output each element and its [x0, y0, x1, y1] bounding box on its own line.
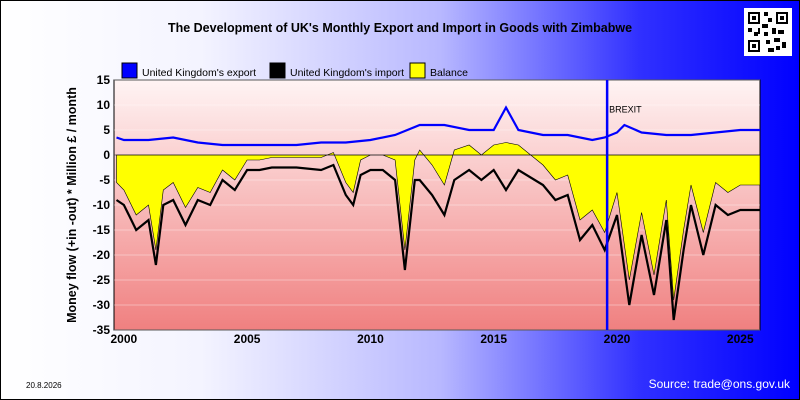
legend-swatch [269, 62, 286, 79]
y-tick-label: 0 [103, 148, 110, 162]
x-tick-label: 2020 [604, 332, 631, 346]
y-tick-label: -25 [93, 273, 111, 287]
y-tick-label: -5 [99, 173, 110, 187]
export-line [116, 105, 760, 147]
chart-title: The Development of UK's Monthly Export a… [167, 21, 633, 35]
y-axis-label: Money flow (+in -out) * Million £ / mont… [65, 87, 79, 323]
y-tick-label: -10 [93, 198, 111, 212]
balance-area [116, 142, 761, 301]
y-tick-label: -35 [93, 323, 111, 337]
date-stamp: 20.8.2026 [26, 381, 62, 390]
legend-swatch [121, 62, 138, 79]
x-tick-label: 2015 [480, 332, 507, 346]
legend-label: United Kingdom's export [142, 67, 256, 79]
x-tick-label: 2000 [111, 332, 138, 346]
y-tick-label: -15 [93, 223, 111, 237]
qr-code-icon [744, 8, 792, 56]
y-tick-label: 10 [97, 98, 111, 112]
legend-swatch [409, 62, 426, 79]
y-tick-label: 15 [97, 73, 111, 87]
legend-label: United Kingdom's import [290, 67, 404, 79]
legend-label: Balance [430, 67, 468, 79]
x-tick-label: 2005 [234, 332, 261, 346]
brexit-label: BREXIT [609, 105, 642, 115]
source-label: Source: trade@ons.gov.uk [648, 377, 790, 391]
x-tick-label: 2025 [727, 332, 754, 346]
y-tick-label: -30 [93, 298, 111, 312]
x-tick-label: 2010 [357, 332, 384, 346]
y-tick-label: -20 [93, 248, 111, 262]
import-line [115, 163, 760, 321]
y-tick-label: 5 [103, 123, 110, 137]
